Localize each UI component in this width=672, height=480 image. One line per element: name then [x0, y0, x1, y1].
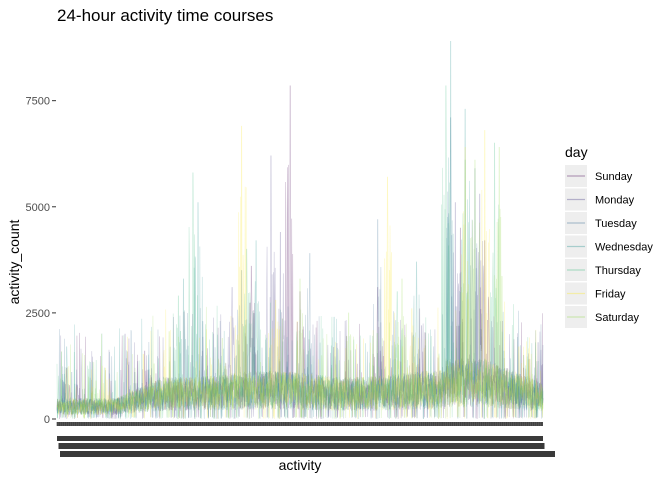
x-tick-label-band	[58, 443, 545, 449]
series-saturday	[56, 147, 544, 419]
series-line-thursday	[56, 85, 544, 420]
plot-area	[56, 40, 544, 420]
series-line-sunday	[56, 85, 544, 420]
y-axis: 0 2500 5000 7500	[26, 96, 56, 426]
y-tick-label: 0	[44, 414, 50, 426]
legend-label: Monday	[595, 195, 635, 207]
legend: day Sunday Monday Tuesday Wednesday Thursday…	[565, 144, 653, 328]
x-axis-title: activity	[279, 457, 322, 473]
y-axis-title: activity_count	[6, 219, 22, 304]
x-tick-marks	[56, 422, 543, 426]
legend-label: Wednesday	[595, 242, 653, 254]
series-line-saturday	[56, 147, 544, 419]
series-thursday	[56, 85, 544, 420]
legend-label: Sunday	[595, 171, 633, 183]
y-tick-label: 5000	[26, 202, 50, 214]
x-axis	[56, 422, 555, 457]
legend-key-bg	[565, 212, 587, 234]
legend-title: day	[565, 144, 588, 160]
legend-label: Saturday	[595, 312, 640, 324]
legend-key-bg	[565, 235, 587, 258]
series-line-monday	[56, 155, 544, 420]
series-tuesday	[56, 117, 544, 419]
legend-item-friday: Friday	[565, 282, 626, 305]
legend-label: Friday	[595, 289, 626, 301]
legend-item-saturday: Saturday	[565, 306, 640, 328]
legend-item-wednesday: Wednesday	[565, 235, 653, 258]
series-line-friday	[56, 125, 544, 420]
legend-item-monday: Monday	[565, 188, 635, 211]
legend-key-bg	[565, 188, 587, 211]
series-friday	[56, 125, 544, 420]
legend-label: Thursday	[595, 265, 641, 277]
series-sunday	[56, 85, 544, 420]
series-line-wednesday	[56, 40, 544, 420]
y-tick-label: 7500	[26, 96, 50, 108]
series-line-tuesday	[56, 117, 544, 419]
legend-label: Tuesday	[595, 218, 637, 230]
legend-item-thursday: Thursday	[565, 259, 641, 281]
x-tick-label-band	[57, 436, 543, 441]
series-wednesday	[56, 40, 544, 420]
series-monday	[56, 155, 544, 420]
legend-key-bg	[565, 282, 587, 305]
legend-item-sunday: Sunday	[565, 165, 633, 187]
legend-key-bg	[565, 165, 587, 187]
x-tick-label-band	[60, 451, 555, 457]
y-tick-label: 2500	[26, 308, 50, 320]
legend-item-tuesday: Tuesday	[565, 212, 637, 234]
legend-key-bg	[565, 259, 587, 281]
chart-title: 24-hour activity time courses	[57, 6, 273, 25]
legend-key-bg	[565, 306, 587, 328]
